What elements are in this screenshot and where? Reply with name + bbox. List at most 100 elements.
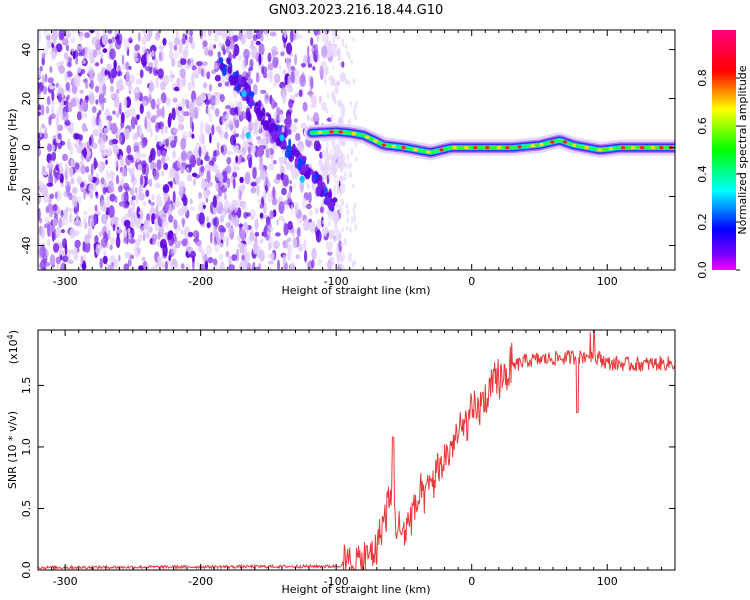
noise-blob (150, 161, 157, 171)
noise-blob (110, 236, 115, 245)
colorbar-tick-label: 0.6 (696, 117, 709, 135)
noise-blob (324, 76, 327, 86)
noise-blob (334, 173, 338, 184)
noise-blob (336, 214, 340, 221)
noise-blob (216, 194, 220, 199)
noise-blob (73, 246, 78, 254)
noise-blob (82, 210, 88, 216)
noise-blob (337, 56, 341, 62)
noise-blob (121, 167, 127, 177)
noise-blob (208, 160, 214, 166)
noise-blob (156, 112, 163, 118)
noise-blob (328, 220, 331, 227)
noise-blob (124, 186, 131, 192)
noise-blob (109, 85, 115, 93)
noise-blob (332, 142, 335, 152)
noise-blob (160, 156, 166, 164)
noise-blob (294, 53, 297, 66)
noise-blob (135, 247, 142, 252)
noise-blob (72, 186, 78, 195)
noise-blob (137, 234, 143, 242)
noise-blob (250, 229, 254, 243)
trend-blob (264, 120, 270, 129)
noise-blob (285, 261, 288, 270)
noise-blob (203, 82, 208, 89)
noise-blob (116, 112, 119, 118)
noise-blob (211, 124, 215, 136)
noise-blob (41, 165, 46, 173)
noise-blob (173, 44, 178, 51)
noise-blob (200, 120, 204, 134)
noise-blob (279, 162, 283, 170)
noise-blob (156, 98, 160, 111)
noise-blob (188, 129, 192, 139)
noise-blob (41, 123, 46, 129)
trend-blob (327, 200, 331, 209)
trace-peak (572, 143, 577, 147)
noise-blob (105, 63, 113, 72)
noise-blob (214, 62, 219, 70)
trend-blob (238, 74, 243, 85)
noise-blob (81, 59, 87, 65)
noise-blob (234, 118, 240, 129)
noise-blob (106, 169, 109, 181)
noise-blob (300, 122, 307, 129)
noise-blob (203, 69, 207, 79)
trace-layer (303, 123, 675, 161)
noise-blob (109, 48, 116, 60)
noise-blob (80, 68, 86, 75)
noise-blob (340, 241, 344, 248)
noise-blob (255, 30, 260, 34)
noise-blob (250, 39, 255, 45)
noise-blob (217, 51, 221, 58)
noise-blob (188, 247, 192, 255)
noise-blob (333, 184, 337, 191)
noise-blob (334, 85, 339, 95)
trace-peak (452, 146, 457, 150)
noise-blob (237, 101, 243, 112)
noise-blob (157, 201, 163, 208)
noise-blob (182, 218, 185, 228)
noise-blob (218, 242, 224, 249)
noise-blob (108, 139, 114, 146)
noise-blob (70, 177, 75, 185)
noise-blob (321, 149, 326, 159)
noise-blob (119, 102, 122, 115)
noise-blob (88, 173, 93, 183)
trend-blob (247, 91, 255, 97)
noise-blob (161, 149, 167, 157)
noise-blob (143, 30, 150, 38)
noise-blob (353, 105, 357, 113)
noise-blob (164, 260, 168, 270)
noise-blob (281, 187, 287, 196)
noise-blob (336, 80, 340, 87)
noise-blob (332, 165, 336, 178)
y-scale-close: ) (7, 330, 20, 334)
trend-hotspot (245, 131, 251, 139)
noise-blob (79, 89, 84, 94)
noise-blob (89, 191, 94, 199)
noise-blob (162, 244, 168, 257)
noise-blob (127, 259, 132, 267)
noise-blob (140, 225, 148, 236)
noise-blob (60, 229, 65, 234)
noise-blob (134, 187, 138, 194)
trend-blob (320, 181, 326, 190)
trend-blob (237, 83, 242, 90)
noise-blob (299, 180, 304, 193)
noise-blob (91, 142, 98, 150)
noise-blob (346, 50, 349, 57)
noise-blob (338, 251, 346, 262)
noise-blob (350, 147, 354, 157)
noise-blob (350, 216, 354, 225)
noise-blob (301, 63, 306, 68)
noise-blob (294, 118, 298, 123)
noise-blob (282, 68, 287, 76)
noise-blob (189, 117, 193, 129)
noise-blob (100, 213, 108, 225)
noise-blob (340, 198, 344, 206)
noise-blob (173, 135, 178, 144)
noise-blob (331, 257, 334, 266)
noise-blob (79, 160, 85, 166)
noise-blob (116, 32, 123, 46)
